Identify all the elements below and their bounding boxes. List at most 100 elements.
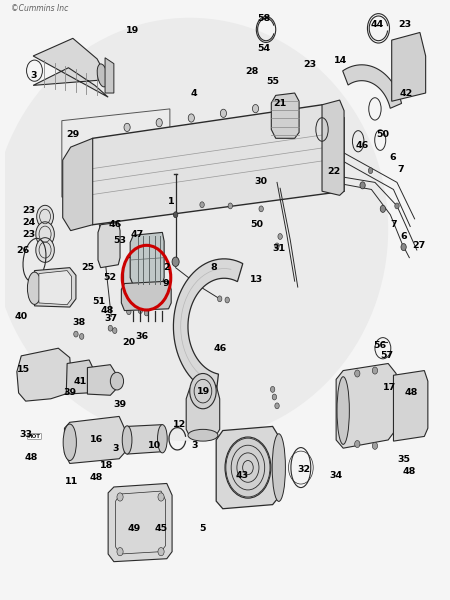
Text: 8: 8 bbox=[211, 263, 217, 272]
Text: 54: 54 bbox=[257, 44, 270, 53]
Circle shape bbox=[108, 325, 112, 331]
Text: 26: 26 bbox=[16, 245, 30, 254]
Text: 47: 47 bbox=[130, 230, 144, 239]
Circle shape bbox=[36, 238, 54, 262]
Ellipse shape bbox=[27, 272, 41, 304]
Text: 34: 34 bbox=[329, 471, 343, 480]
Circle shape bbox=[275, 243, 279, 249]
Ellipse shape bbox=[337, 377, 349, 445]
Polygon shape bbox=[122, 281, 171, 311]
Circle shape bbox=[124, 123, 130, 131]
Circle shape bbox=[372, 442, 378, 449]
Text: 46: 46 bbox=[109, 220, 122, 229]
Text: 3: 3 bbox=[30, 71, 36, 80]
Ellipse shape bbox=[158, 425, 167, 453]
Circle shape bbox=[156, 119, 162, 127]
Ellipse shape bbox=[122, 426, 132, 454]
Polygon shape bbox=[17, 348, 72, 401]
Polygon shape bbox=[343, 65, 401, 109]
Text: 48: 48 bbox=[90, 473, 103, 482]
Text: 23: 23 bbox=[304, 60, 317, 69]
Polygon shape bbox=[393, 371, 428, 441]
Circle shape bbox=[217, 296, 222, 302]
Circle shape bbox=[158, 548, 164, 556]
Text: 22: 22 bbox=[328, 167, 341, 176]
Circle shape bbox=[228, 203, 233, 209]
Text: 9: 9 bbox=[162, 279, 169, 288]
Circle shape bbox=[200, 202, 204, 208]
Text: 25: 25 bbox=[82, 263, 95, 272]
Circle shape bbox=[225, 437, 271, 498]
Text: 6: 6 bbox=[400, 232, 407, 241]
Polygon shape bbox=[63, 138, 93, 230]
Text: 21: 21 bbox=[274, 98, 287, 107]
Circle shape bbox=[259, 206, 263, 212]
Circle shape bbox=[172, 257, 179, 266]
Circle shape bbox=[368, 167, 373, 173]
Text: 4: 4 bbox=[191, 89, 198, 98]
Text: ©Cummins Inc: ©Cummins Inc bbox=[11, 4, 68, 13]
Text: 18: 18 bbox=[100, 461, 113, 470]
Text: 51: 51 bbox=[93, 296, 106, 305]
Text: 11: 11 bbox=[65, 476, 78, 485]
Circle shape bbox=[284, 100, 291, 108]
Polygon shape bbox=[392, 32, 426, 101]
Circle shape bbox=[138, 308, 143, 314]
Polygon shape bbox=[271, 93, 299, 138]
Circle shape bbox=[110, 373, 124, 390]
Circle shape bbox=[37, 205, 54, 227]
Text: 56: 56 bbox=[374, 341, 387, 350]
Text: 30: 30 bbox=[255, 177, 268, 186]
Text: HOT: HOT bbox=[28, 434, 41, 439]
Circle shape bbox=[112, 328, 117, 334]
Text: 28: 28 bbox=[245, 67, 258, 76]
Circle shape bbox=[117, 493, 123, 501]
Text: 50: 50 bbox=[376, 130, 389, 139]
Circle shape bbox=[126, 309, 131, 314]
Circle shape bbox=[355, 370, 360, 377]
Text: 33: 33 bbox=[19, 430, 32, 439]
Ellipse shape bbox=[97, 64, 108, 87]
Circle shape bbox=[395, 203, 399, 209]
Text: 6: 6 bbox=[389, 153, 396, 162]
Circle shape bbox=[372, 367, 378, 374]
Circle shape bbox=[144, 310, 149, 316]
Text: 12: 12 bbox=[173, 420, 187, 429]
Text: 52: 52 bbox=[103, 273, 116, 282]
Text: 5: 5 bbox=[199, 524, 205, 533]
Circle shape bbox=[220, 109, 226, 118]
Text: 43: 43 bbox=[235, 471, 248, 480]
Text: 3: 3 bbox=[192, 442, 198, 451]
Text: 17: 17 bbox=[382, 383, 396, 392]
Text: 1: 1 bbox=[168, 197, 175, 206]
Text: 44: 44 bbox=[370, 20, 384, 29]
Text: 48: 48 bbox=[100, 306, 113, 315]
Text: 20: 20 bbox=[122, 338, 135, 347]
Text: 7: 7 bbox=[397, 165, 404, 174]
Text: 48: 48 bbox=[403, 467, 416, 476]
Polygon shape bbox=[64, 416, 125, 463]
Text: 40: 40 bbox=[15, 312, 28, 321]
Text: 48: 48 bbox=[24, 453, 38, 462]
Circle shape bbox=[278, 233, 282, 239]
Text: 36: 36 bbox=[135, 332, 148, 341]
Polygon shape bbox=[108, 484, 172, 562]
Circle shape bbox=[380, 205, 386, 212]
Text: 58: 58 bbox=[257, 14, 270, 23]
Text: 32: 32 bbox=[297, 465, 310, 474]
Ellipse shape bbox=[188, 430, 218, 441]
Text: 10: 10 bbox=[148, 442, 161, 451]
Circle shape bbox=[225, 297, 230, 303]
Text: 37: 37 bbox=[105, 314, 118, 323]
Text: 50: 50 bbox=[250, 220, 263, 229]
Circle shape bbox=[188, 114, 194, 122]
Polygon shape bbox=[186, 385, 220, 436]
Polygon shape bbox=[124, 256, 150, 295]
Text: 23: 23 bbox=[398, 20, 411, 29]
Text: 7: 7 bbox=[390, 220, 397, 229]
Circle shape bbox=[360, 182, 365, 189]
Text: 38: 38 bbox=[72, 318, 85, 327]
Text: 46: 46 bbox=[214, 344, 227, 353]
Text: 46: 46 bbox=[356, 142, 369, 151]
Circle shape bbox=[80, 334, 84, 340]
